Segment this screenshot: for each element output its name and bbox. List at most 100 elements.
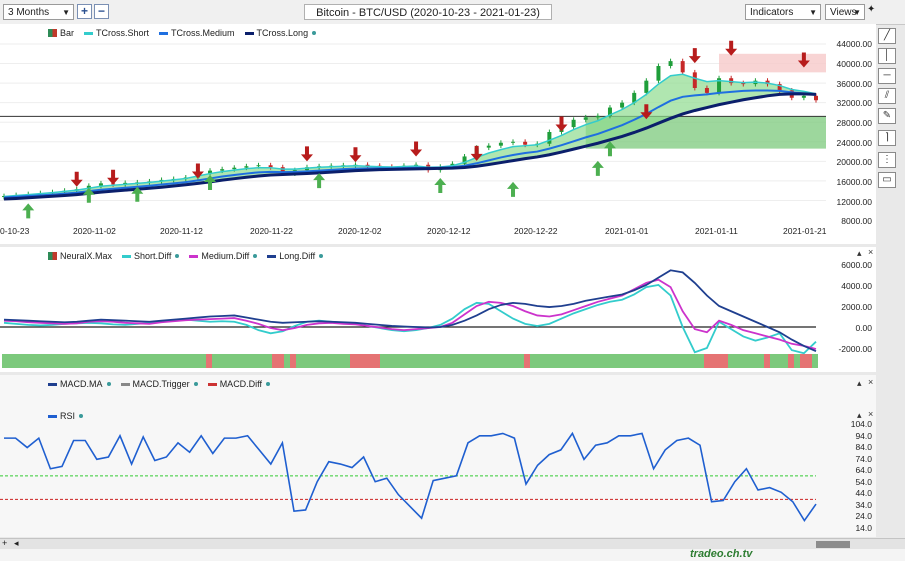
signal-strip-cell (470, 354, 476, 368)
candle-body (571, 119, 576, 128)
rsi-chart[interactable] (0, 375, 876, 537)
signal-strip-cell (242, 354, 248, 368)
price-chart[interactable] (0, 24, 876, 244)
signal-strip-cell (170, 354, 176, 368)
legend-item-tcross-medium: TCross.Medium (159, 28, 235, 38)
signal-strip-cell (788, 354, 794, 368)
chevron-down-icon: ▼ (62, 8, 70, 17)
y-tick: 24.0 (855, 511, 872, 521)
x-tick: 2020-12-22 (514, 226, 558, 236)
signal-strip-cell (8, 354, 14, 368)
signal-strip-cell (350, 354, 356, 368)
signal-strip-cell (458, 354, 464, 368)
views-dropdown[interactable]: Views ▼ (825, 4, 865, 20)
collapse-panel-icon[interactable]: ▴ (857, 378, 862, 388)
chevron-down-icon: ▼ (853, 8, 861, 17)
signal-strip-cell (110, 354, 116, 368)
y-tick: 44.0 (855, 488, 872, 498)
candle-body (220, 169, 225, 171)
y-tick: -2000.00 (838, 344, 872, 354)
legend-item-medium-diff: Medium.Diff (189, 251, 258, 261)
legend-item-bar: Bar (48, 28, 74, 38)
draw-pen-tool[interactable]: ✎ (878, 108, 896, 124)
zoom-in-button[interactable]: + (77, 4, 92, 19)
candle-body (777, 84, 782, 91)
macd-rsi-panel: MACD.MA MACD.Trigger MACD.Diff RSI 104.0… (0, 375, 876, 537)
signal-strip-cell (44, 354, 50, 368)
signal-strip-cell (146, 354, 152, 368)
collapse-panel-icon[interactable]: ▴ (857, 248, 862, 258)
close-panel-icon[interactable]: × (868, 247, 874, 257)
scroll-back-icon[interactable]: ◂ (14, 538, 19, 548)
signal-strip-cell (248, 354, 254, 368)
buy-arrow-up (507, 181, 520, 197)
candle-body (232, 167, 237, 170)
signal-strip-cell (590, 354, 596, 368)
horizontal-scrollbar[interactable]: + ◂ (0, 538, 905, 550)
signal-strip-cell (728, 354, 734, 368)
sell-arrow-down (555, 116, 568, 132)
signal-strip-cell (560, 354, 566, 368)
sell-arrow-down (107, 169, 120, 185)
signal-strip-cell (548, 354, 554, 368)
buy-arrow-up (603, 141, 616, 157)
x-tick: 2020-11-12 (160, 226, 203, 236)
draw-line-tool[interactable]: ╱ (878, 28, 896, 44)
signal-strip-cell (620, 354, 626, 368)
pin-icon[interactable]: ✦ (867, 4, 876, 15)
draw-fib-tool[interactable]: ⫽ (878, 88, 896, 104)
buy-arrow-up (82, 187, 95, 203)
candle-body (632, 92, 637, 103)
signal-strip-cell (254, 354, 260, 368)
y-tick: 54.0 (855, 477, 872, 487)
signal-strip-cell (806, 354, 812, 368)
scrollbar-thumb[interactable] (816, 541, 850, 548)
period-select[interactable]: 3 Months ▼ (3, 4, 74, 20)
candle-body (523, 141, 528, 145)
signal-strip-cell (752, 354, 758, 368)
signal-strip-cell (644, 354, 650, 368)
legend-item-macd-diff: MACD.Diff (207, 379, 271, 389)
y-tick: 74.0 (855, 454, 872, 464)
draw-bracket-tool[interactable]: ⌉ (878, 130, 896, 146)
tcross-long-line (3, 92, 817, 201)
signal-strip-cell (542, 354, 548, 368)
zoom-out-button[interactable]: − (94, 4, 109, 19)
candle-body (547, 132, 552, 144)
legend-item-long-diff: Long.Diff (267, 251, 324, 261)
signal-strip-cell (272, 354, 278, 368)
candle-body (801, 95, 806, 98)
signal-strip-cell (356, 354, 362, 368)
scroll-left-icon[interactable]: + (2, 538, 8, 548)
signal-strip-cell (434, 354, 440, 368)
candle-body (729, 78, 734, 84)
y-tick: 12000.00 (836, 197, 872, 207)
close-panel-icon[interactable]: × (868, 377, 874, 387)
signal-strip-cell (740, 354, 746, 368)
draw-dotted-tool[interactable]: ⋮ (878, 152, 896, 168)
draw-horizontal-tool[interactable]: ─ (878, 68, 896, 84)
signal-strip-cell (98, 354, 104, 368)
indicators-dropdown[interactable]: Indicators ▼ (745, 4, 821, 20)
signal-strip-cell (302, 354, 308, 368)
diff-chart[interactable] (0, 247, 876, 372)
sell-arrow-down (470, 145, 483, 161)
signal-strip-cell (578, 354, 584, 368)
signal-strip-cell (632, 354, 638, 368)
signal-strip-cell (86, 354, 92, 368)
draw-vertical-tool[interactable]: │ (878, 48, 896, 64)
candle-body (462, 156, 467, 164)
candle-body (498, 142, 503, 146)
signal-strip-cell (572, 354, 578, 368)
y-tick: 44000.00 (836, 39, 872, 49)
close-panel-icon[interactable]: × (868, 409, 874, 419)
y-tick: 6000.00 (841, 260, 872, 270)
price-legend: Bar TCross.Short TCross.Medium TCross.Lo… (48, 28, 317, 38)
candle-body (280, 167, 285, 174)
signal-strip-cell (722, 354, 728, 368)
comment-tool[interactable]: ▭ (878, 172, 896, 188)
diff-panel: NeuralX.Max Short.Diff Medium.Diff Long.… (0, 247, 876, 372)
signal-strip-cell (404, 354, 410, 368)
collapse-panel-icon[interactable]: ▴ (857, 410, 862, 420)
signal-strip-cell (428, 354, 434, 368)
